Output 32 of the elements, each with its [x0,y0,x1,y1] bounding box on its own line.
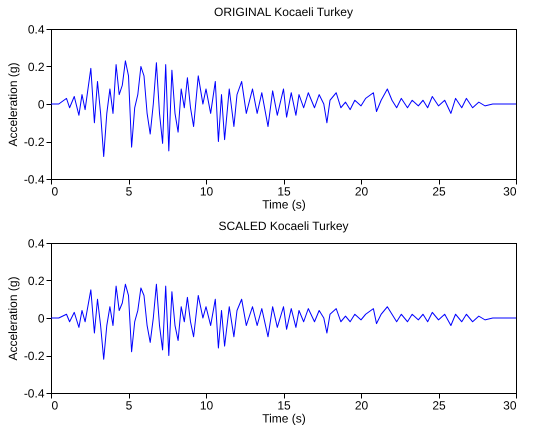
x-tick-label: 5 [126,184,133,198]
x-tick-label: 20 [354,398,368,412]
x-axis-title: Time (s) [262,198,306,212]
y-tick-label: 0.2 [28,274,45,288]
x-tick-label: 15 [277,184,291,198]
chart-title: SCALED Kocaeli Turkey [218,219,349,233]
x-tick-label: 10 [200,184,214,198]
y-tick-label: 0.4 [28,22,45,36]
x-axis-title: Time (s) [262,412,306,426]
x-tick-label: 0 [52,184,58,198]
y-axis-title: Acceleration (g) [6,276,20,361]
chart-title: ORIGINAL Kocaeli Turkey [214,5,353,19]
x-tick-label: 15 [277,398,291,412]
y-tick-label: -0.4 [24,172,45,186]
y-tick-label: -0.4 [24,386,45,400]
x-tick-label: 10 [200,398,214,412]
x-tick-label: 0 [52,398,58,412]
line-series [51,284,516,360]
x-tick-label: 20 [354,184,368,198]
y-tick-label: -0.2 [24,135,45,149]
y-tick-label: -0.2 [24,349,45,363]
y-tick-label: 0.4 [28,236,45,250]
y-axis-title: Acceleration (g) [6,62,20,147]
y-tick-label: 0 [38,312,45,326]
x-tick-label: 5 [126,398,133,412]
line-series [51,60,516,157]
x-tick-label: 30 [503,398,517,412]
y-tick-label: 0 [38,98,45,112]
y-tick-label: 0.2 [28,60,45,74]
x-tick-label: 25 [432,398,446,412]
x-tick-label: 25 [432,184,446,198]
x-tick-label: 30 [503,184,517,198]
